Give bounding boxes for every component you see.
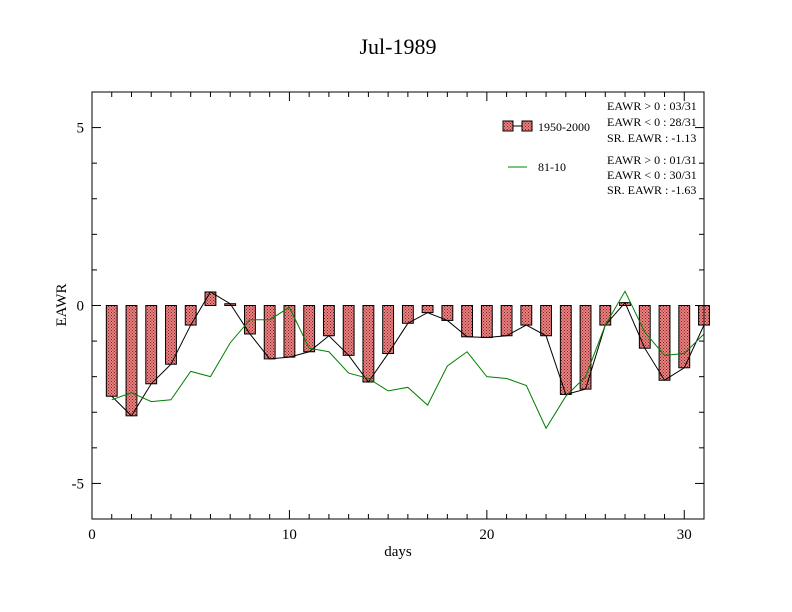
stats-block-2: EAWR > 0 : 01/31 EAWR < 0 : 30/31 SR. EA… [607,153,697,197]
x-axis-ticks: 0 10 20 30 [88,92,705,543]
bars-group [105,291,710,417]
stats-block-1: EAWR > 0 : 03/31 EAWR < 0 : 28/31 SR. EA… [607,99,697,145]
bar-day-17 [421,305,434,314]
bar-day-3 [145,305,158,385]
bar-day-20 [480,305,493,339]
y-tick-label-0: 0 [77,299,85,315]
bar-day-21 [500,305,513,337]
series-line-81-10 [111,290,705,430]
legend-swatch-right [521,120,533,132]
x-tick-label-20: 20 [479,527,494,543]
stats-2-line-1: EAWR > 0 : 01/31 [607,153,697,167]
bar-day-5 [184,305,197,326]
bar-day-14 [362,305,375,383]
bar-day-4 [165,305,177,365]
stats-1-line-1: EAWR > 0 : 03/31 [607,99,697,113]
bar-day-28 [638,305,651,349]
stats-2-line-2: EAWR < 0 : 30/31 [607,168,697,182]
legend-entry-1950-2000: 1950-2000 [502,120,590,134]
bar-day-15 [382,305,395,355]
bar-day-24 [559,305,572,395]
legend: 1950-2000 81-10 EAWR > 0 : 03/31 EAWR < … [502,99,697,197]
legend-label-81-10: 81-10 [538,160,566,174]
bar-day-11 [303,305,316,353]
y-tick-label-5: 5 [77,121,85,137]
stats-2-line-3: SR. EAWR : -1.63 [607,183,696,197]
stats-1-line-2: EAWR < 0 : 28/31 [607,115,697,129]
chart-title: Jul-1989 [360,34,437,59]
bar-day-12 [322,305,335,337]
bar-day-16 [401,305,414,324]
x-tick-label-0: 0 [88,527,96,543]
bar-day-22 [520,305,533,326]
bar-day-26 [599,305,612,326]
legend-entry-81-10: 81-10 [508,160,566,174]
bar-day-13 [342,305,355,356]
bar-day-29 [658,305,671,381]
bar-day-19 [461,305,474,338]
x-tick-label-30: 30 [677,527,692,543]
lines-group [111,290,705,430]
y-axis-label: EAWR [54,284,70,327]
legend-swatch-left [502,120,514,132]
bar-day-2 [125,305,138,417]
bar-day-23 [540,305,553,337]
x-tick-label-10: 10 [282,527,297,543]
bar-day-10 [283,305,296,358]
y-tick-label--5: -5 [72,476,85,492]
legend-label-1950-2000: 1950-2000 [538,120,590,134]
bar-day-18 [441,305,454,321]
y-axis-ticks: -5 0 5 [72,91,704,520]
stats-1-line-3: SR. EAWR : -1.13 [607,131,696,145]
bar-day-1 [105,305,118,397]
bar-day-9 [263,305,276,360]
x-axis-label: days [384,544,412,560]
